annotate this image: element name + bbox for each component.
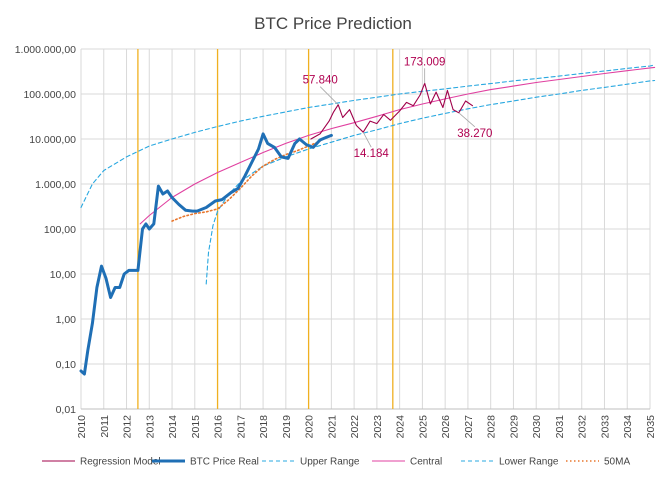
y-tick-label: 0,10 xyxy=(56,359,77,371)
annotations: 57.840 14.184 173.009 38.270 xyxy=(303,56,493,160)
y-tick-label: 1.000.000,00 xyxy=(15,44,76,56)
x-tick-label: 2019 xyxy=(281,415,293,439)
legend-label: Upper Range xyxy=(300,457,360,468)
x-tick-label: 2023 xyxy=(372,415,384,439)
y-tick-label: 0,01 xyxy=(56,404,77,416)
y-tick-label: 1,00 xyxy=(56,314,77,326)
x-tick-label: 2015 xyxy=(190,415,202,439)
annotation-label: 38.270 xyxy=(457,128,492,140)
legend-label: BTC Price Real xyxy=(190,457,259,468)
annotation-leader xyxy=(458,112,476,128)
x-tick-label: 2025 xyxy=(417,415,429,439)
x-tick-label: 2026 xyxy=(440,415,452,439)
legend: Regression Model BTC Price Real Upper Rang… xyxy=(42,457,630,468)
x-tick-label: 2010 xyxy=(76,415,88,439)
x-tick-label: 2017 xyxy=(235,415,247,439)
x-tick-label: 2011 xyxy=(99,415,111,438)
x-tick-label: 2012 xyxy=(122,415,134,439)
legend-label: Regression Model xyxy=(80,457,161,468)
x-tick-label: 2032 xyxy=(577,415,589,439)
y-tick-label: 10,00 xyxy=(50,269,76,281)
y-tick-label: 1.000,00 xyxy=(35,179,76,191)
x-tick-label: 2013 xyxy=(144,415,156,439)
y-tick-label: 10.000,00 xyxy=(29,134,76,146)
legend-label: 50MA xyxy=(604,457,630,468)
x-tick-label: 2030 xyxy=(531,415,543,439)
annotation-label: 57.840 xyxy=(303,75,338,87)
x-tick-label: 2022 xyxy=(349,415,361,439)
chart-title: BTC Price Prediction xyxy=(254,14,412,33)
annotation-label: 173.009 xyxy=(404,56,446,68)
x-tick-label: 2016 xyxy=(213,415,225,439)
legend-label: Central xyxy=(410,457,442,468)
x-tick-label: 2034 xyxy=(622,415,634,439)
x-tick-label: 2029 xyxy=(508,415,520,439)
series-line-central xyxy=(139,66,656,225)
halving-lines xyxy=(137,49,394,409)
y-tick-label: 100.000,00 xyxy=(23,89,76,101)
series-line-50ma xyxy=(171,140,321,222)
x-tick-label: 2028 xyxy=(486,415,498,439)
x-tick-label: 2024 xyxy=(395,415,407,439)
legend-label: Lower Range xyxy=(499,457,559,468)
x-tick-label: 2035 xyxy=(645,415,657,439)
x-axis: 2010 2011 2012 2013 2014 2015 2016 2017 2018 2019… xyxy=(76,415,657,439)
x-tick-label: 2020 xyxy=(304,415,316,439)
x-tick-label: 2031 xyxy=(554,415,566,439)
series-line-upper-range xyxy=(80,64,656,209)
annotation-label: 14.184 xyxy=(354,148,390,160)
series-line-btc-price-real xyxy=(79,132,333,376)
annotation-leader xyxy=(319,86,339,105)
y-tick-label: 100,00 xyxy=(44,224,76,236)
x-tick-label: 2014 xyxy=(167,415,179,439)
x-tick-label: 2027 xyxy=(463,415,475,439)
x-tick-label: 2021 xyxy=(326,415,338,439)
x-tick-label: 2033 xyxy=(599,415,611,439)
x-tick-label: 2018 xyxy=(258,415,270,439)
series-line-lower-range xyxy=(205,79,656,285)
y-axis: 0,01 0,10 1,00 10,00 100,00 1.000,00 10.000,00… xyxy=(15,44,76,416)
annotation-leader xyxy=(362,131,372,148)
series-lines xyxy=(79,64,656,376)
series-line-regression-model xyxy=(310,82,474,140)
